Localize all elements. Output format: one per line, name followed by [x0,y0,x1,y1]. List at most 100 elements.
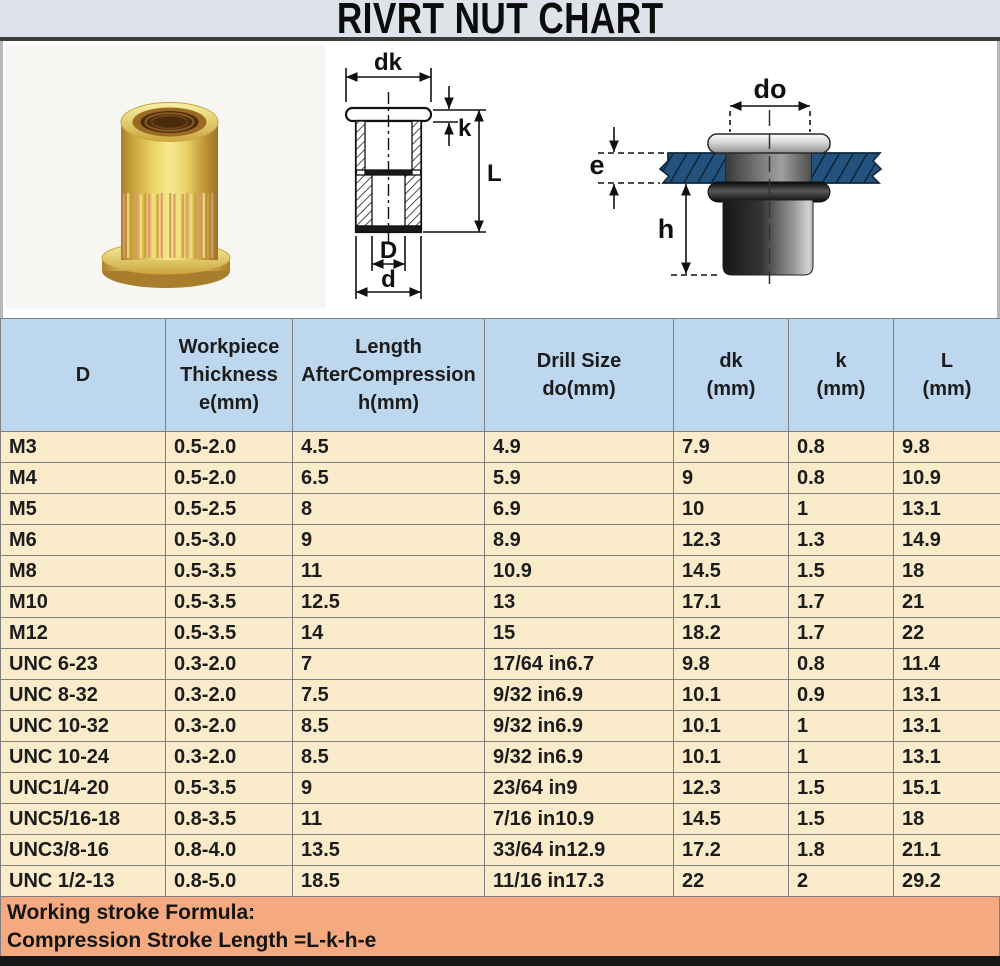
column-header: dk (mm) [673,318,789,432]
bottom-border [0,956,1000,966]
formula-title: Working stroke Formula: [7,901,256,924]
table-cell: 17.1 [673,586,789,618]
table-cell: 4.5 [292,431,485,463]
table-cell: 9 [292,772,485,804]
table-cell: 0.5-3.5 [165,772,293,804]
table-cell: 8.5 [292,741,485,773]
rivet-nut-photo [101,102,231,288]
table-cell: 1.3 [788,524,894,556]
table-cell: 0.9 [788,679,894,711]
table-cell: 13.1 [893,493,1000,525]
table-cell: 0.8-5.0 [165,865,293,897]
table-cell: 9 [673,462,789,494]
table-row: UNC1/4-20 0.5-3.5 9 23/64 in9 12.3 1.5 15.1 [0,772,1000,804]
column-header: L (mm) [893,318,1000,432]
table-row: M12 0.5-3.5 14 15 18.2 1.7 22 [0,617,1000,649]
table-cell: 15 [484,617,674,649]
table-cell: 9.8 [893,431,1000,463]
table-cell: 13.1 [893,710,1000,742]
table-cell: 18.2 [673,617,789,649]
table-row: UNC 1/2-13 0.8-5.0 18.5 11/16 in17.3 22 2 29.2 [0,865,1000,897]
table-cell: 13.1 [893,679,1000,711]
table-cell: 23/64 in9 [484,772,674,804]
column-header: Workpiece Thickness e(mm) [165,318,293,432]
table-cell: 0.8 [788,462,894,494]
e-label: e [589,150,604,180]
table-row: UNC 8-32 0.3-2.0 7.5 9/32 in6.9 10.1 0.9 13.1 [0,679,1000,711]
table-cell: 0.5-2.0 [165,462,293,494]
table-cell: 9 [292,524,485,556]
column-header: Drill Size do(mm) [484,318,674,432]
h-label: h [658,214,675,244]
table-cell: 10.1 [673,679,789,711]
table-cell: 10.1 [673,741,789,773]
table-cell: 0.5-3.0 [165,524,293,556]
table-cell: UNC5/16-18 [0,803,166,835]
table-cell: 18 [893,555,1000,587]
table-row: UNC3/8-16 0.8-4.0 13.5 33/64 in12.9 17.2 1.8 2… [0,834,1000,866]
table-cell: 1 [788,741,894,773]
table-cell: 0.5-3.5 [165,586,293,618]
table-cell: 0.5-3.5 [165,555,293,587]
table-cell: 1.5 [788,555,894,587]
table-row: M6 0.5-3.0 9 8.9 12.3 1.3 14.9 [0,524,1000,556]
table-cell: 8.5 [292,710,485,742]
column-header: Length AfterCompression h(mm) [292,318,485,432]
table-cell: 22 [673,865,789,897]
table-cell: 7.5 [292,679,485,711]
table-cell: 14.9 [893,524,1000,556]
table-cell: 0.3-2.0 [165,679,293,711]
table-cell: M8 [0,555,166,587]
table-cell: 0.8-3.5 [165,803,293,835]
table-cell: 10 [673,493,789,525]
table-cell: 12.5 [292,586,485,618]
nut-top [120,102,219,142]
table-cell: 9/32 in6.9 [484,741,674,773]
table-cell: 0.3-2.0 [165,648,293,680]
table-cell: 6.5 [292,462,485,494]
table-cell: 13 [484,586,674,618]
table-cell: 12.3 [673,772,789,804]
table-cell: 12.3 [673,524,789,556]
table-cell: 8 [292,493,485,525]
table-cell: 9.8 [673,648,789,680]
table-cell: 0.3-2.0 [165,710,293,742]
table-cell: 4.9 [484,431,674,463]
formula-expression: Compression Stroke Length =L-k-h-e [7,929,377,952]
page-title: RIVRT NUT CHART [336,0,664,43]
table-row: UNC 10-24 0.3-2.0 8.5 9/32 in6.9 10.1 1 13.1 [0,741,1000,773]
table-cell: 7/16 in10.9 [484,803,674,835]
installed-diagram: do e h [589,74,883,284]
table-row: M5 0.5-2.5 8 6.9 10 1 13.1 [0,493,1000,525]
table-cell: 21 [893,586,1000,618]
table-row: M3 0.5-2.0 4.5 4.9 7.9 0.8 9.8 [0,431,1000,463]
flange [101,241,231,288]
table-cell: 11.4 [893,648,1000,680]
table-cell: 18 [893,803,1000,835]
table-row: UNC 6-23 0.3-2.0 7 17/64 in6.7 9.8 0.8 11.4 [0,648,1000,680]
table-cell: 10.9 [893,462,1000,494]
D-label: D [380,237,397,264]
table-cell: 14 [292,617,485,649]
table-row: UNC 10-32 0.3-2.0 8.5 9/32 in6.9 10.1 1 13.1 [0,710,1000,742]
table-cell: UNC1/4-20 [0,772,166,804]
table-cell: M3 [0,431,166,463]
table-cell: M10 [0,586,166,618]
table-cell: 0.8-4.0 [165,834,293,866]
table-cell: 29.2 [893,865,1000,897]
table-cell: M12 [0,617,166,649]
table-cell: 1.7 [788,617,894,649]
spec-table-body: M3 0.5-2.0 4.5 4.9 7.9 0.8 9.8 M4 0.5-2.0 6.5 5.9 9… [0,431,1000,897]
table-cell: 17.2 [673,834,789,866]
column-header: k (mm) [788,318,894,432]
table-cell: 1 [788,493,894,525]
do-label: do [754,74,787,104]
table-cell: UNC 8-32 [0,679,166,711]
table-cell: UNC3/8-16 [0,834,166,866]
table-cell: 1.5 [788,772,894,804]
table-cell: 15.1 [893,772,1000,804]
table-cell: 1.7 [788,586,894,618]
L-label: L [487,160,502,187]
table-cell: 1.5 [788,803,894,835]
table-cell: 7.9 [673,431,789,463]
